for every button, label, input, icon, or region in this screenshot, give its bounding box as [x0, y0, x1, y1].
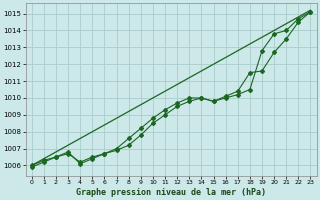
X-axis label: Graphe pression niveau de la mer (hPa): Graphe pression niveau de la mer (hPa) [76, 188, 266, 197]
